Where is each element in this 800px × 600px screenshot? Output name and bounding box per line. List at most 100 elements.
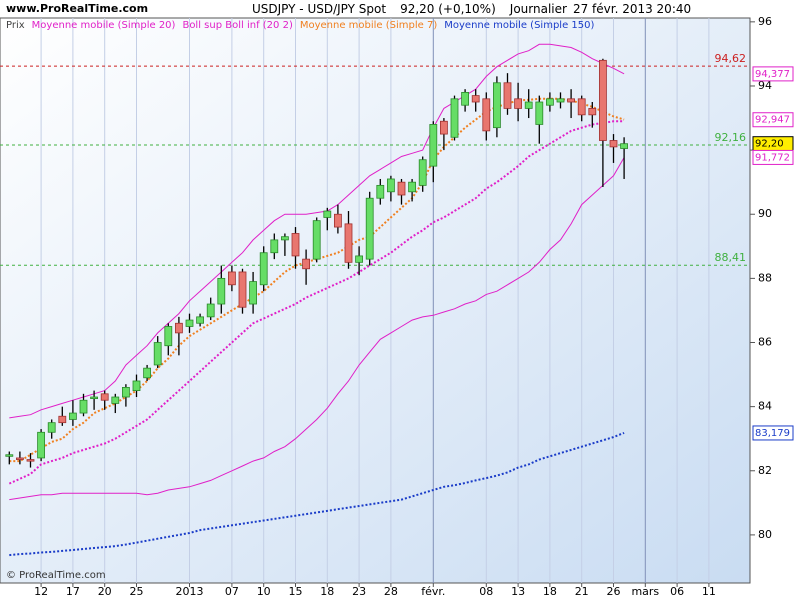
x-tick-label: 28 <box>384 585 398 598</box>
x-tick-label: 20 <box>98 585 112 598</box>
last-value-box <box>752 149 794 165</box>
indicator-line-lower <box>9 157 625 501</box>
candle-body <box>58 415 67 424</box>
x-tick-label: 17 <box>66 585 80 598</box>
candle-body <box>302 258 311 270</box>
candle-body <box>111 396 120 404</box>
x-tick-label: 23 <box>352 585 366 598</box>
legend-entry: Prix <box>6 20 25 31</box>
candle-body <box>514 98 522 109</box>
legend-entry: Boll sup Boll inf (20 2) <box>182 20 292 31</box>
header-period: Journalier <box>509 2 567 16</box>
candle-body <box>588 108 597 116</box>
candle-body <box>333 213 342 228</box>
candle-body <box>249 281 258 305</box>
candle-body <box>524 101 533 109</box>
last-value-label: 92,20 <box>755 139 784 150</box>
candle-body <box>397 181 406 196</box>
candle-body <box>450 98 459 138</box>
candle-body <box>535 101 544 125</box>
source: www.ProRealTime.com <box>6 2 148 15</box>
y-tick-label: 80 <box>758 528 772 541</box>
candle-body <box>323 210 332 218</box>
x-tick-label: 13 <box>511 585 525 598</box>
labels: 12 17 20 25 2013 07 10 15 18 23 28 févr. 08 13 18 21 26 m… <box>6 15 794 598</box>
legend-entry: Moyenne mobile (Simple 150) <box>444 20 594 31</box>
candle-body <box>620 143 628 149</box>
candle-body <box>344 223 353 263</box>
candle-body <box>196 316 205 324</box>
candle-body <box>429 124 438 167</box>
x-tick-label: 15 <box>289 585 303 598</box>
y-tick-label: 84 <box>758 400 772 413</box>
last-value-box <box>752 66 794 82</box>
grid <box>0 18 755 587</box>
candle-body <box>439 120 448 135</box>
candle-body <box>132 380 141 392</box>
y-tick-label: 88 <box>758 271 772 284</box>
candle-body <box>238 271 247 308</box>
candle-body <box>408 181 417 193</box>
candle-body <box>461 91 470 106</box>
x-tick-label: 11 <box>702 585 716 598</box>
candle-body <box>37 431 45 459</box>
level-label: 94,62 <box>715 52 747 65</box>
candle-body <box>312 220 321 260</box>
candle-body <box>174 322 183 334</box>
header: USDJPY - USD/JPY Spot 92,20 (+0,10%) Journ… <box>252 2 691 16</box>
x-tick-label: 08 <box>479 585 493 598</box>
indicator-line <box>8 120 625 485</box>
y-tick-label: 94 <box>758 79 772 92</box>
legend-entry: Moyenne mobile (Simple 20) <box>32 20 176 31</box>
level-label: 88,41 <box>715 251 747 264</box>
candle-body <box>164 326 173 347</box>
last-value-label: 83,179 <box>755 428 790 439</box>
candle-body <box>90 396 98 400</box>
y-tick-label: 96 <box>758 15 772 28</box>
candle-body <box>143 367 152 379</box>
candle-body <box>26 459 35 462</box>
candle-body <box>270 239 279 254</box>
y-tick-label: 82 <box>758 464 772 477</box>
x-tick-label: 06 <box>670 585 684 598</box>
x-tick-label: 12 <box>34 585 48 598</box>
header-price_label: 92,20 (+0,10%) <box>400 2 496 16</box>
candle-body <box>100 393 109 401</box>
candle-body <box>206 303 215 318</box>
copyright: © ProRealTime.com <box>6 570 106 581</box>
x-tick-label: 21 <box>575 585 589 598</box>
candle-body <box>47 422 56 433</box>
x-tick-label: 25 <box>130 585 144 598</box>
candle-body <box>69 412 77 420</box>
candle-body <box>365 197 374 260</box>
candle-body <box>609 140 618 148</box>
x-tick-label: mars <box>631 585 659 598</box>
x-tick-label: 26 <box>607 585 621 598</box>
candle-body <box>556 98 565 103</box>
candle-body <box>376 184 385 199</box>
legend-entry: Moyenne mobile (Simple 7) <box>300 20 438 31</box>
x-tick-label: 18 <box>543 585 557 598</box>
x-tick-label: 07 <box>225 585 239 598</box>
candle-body <box>153 342 162 366</box>
x-tick-label: 2013 <box>176 585 204 598</box>
x-tick-label: 18 <box>320 585 334 598</box>
candle-body <box>280 236 289 241</box>
candle-body <box>122 386 130 398</box>
candle-body <box>503 82 512 109</box>
candle-body <box>15 457 24 460</box>
last-value-label: 91,772 <box>755 152 790 163</box>
last-value-label: 94,377 <box>755 69 790 80</box>
header-title: USDJPY - USD/JPY Spot <box>252 2 386 16</box>
y-tick-label: 86 <box>758 336 772 349</box>
candle-body <box>259 252 268 286</box>
candle-body <box>386 178 395 193</box>
marks <box>5 43 628 557</box>
last-value-box <box>752 425 794 441</box>
y-tick-label: 90 <box>758 207 772 220</box>
candle-body <box>492 82 501 129</box>
candle-body <box>567 98 575 103</box>
candle-body <box>217 277 226 305</box>
